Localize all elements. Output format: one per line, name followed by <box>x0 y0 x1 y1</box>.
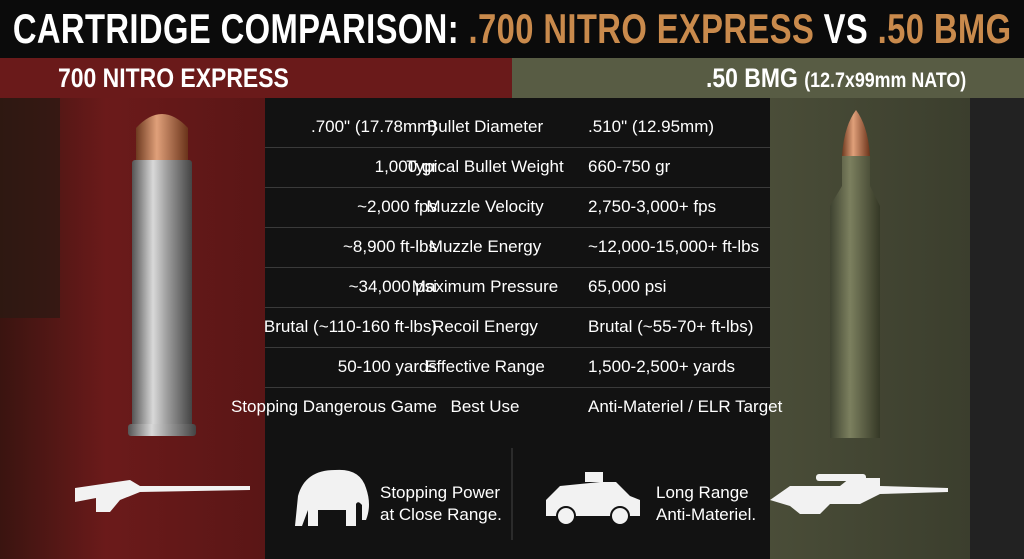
table-row: ~34,000 psi Maximum Pressure 65,000 psi <box>255 267 775 307</box>
left-value: .700" (17.78mm) <box>310 117 437 136</box>
right-value: Brutal (~55-70+ ft-lbs) <box>588 317 754 336</box>
right-value: .510" (12.95mm) <box>588 117 715 136</box>
attribute: Best Use <box>450 397 520 416</box>
attribute: Bullet Diameter <box>426 117 544 136</box>
caption-line: Anti-Materiel. <box>656 505 757 524</box>
left-value: 50-100 yards <box>337 357 437 376</box>
row-separator <box>265 347 770 348</box>
left-value: ~8,900 ft-lbs <box>342 237 437 256</box>
caption-line: Stopping Power <box>380 483 501 502</box>
attribute: Effective Range <box>425 357 545 376</box>
table-row: ~2,000 fps Muzzle Velocity 2,750-3,000+ fp… <box>255 187 775 227</box>
attribute: Recoil Energy <box>432 317 538 336</box>
table-row: ~8,900 ft-lbs Muzzle Energy ~12,000-15,000… <box>255 227 775 267</box>
row-separator <box>265 307 770 308</box>
row-separator <box>265 187 770 188</box>
left-header: 700 NITRO EXPRESS <box>58 58 498 98</box>
right-value: Anti-Materiel / ELR Target <box>588 397 783 416</box>
table-row: .700" (17.78mm) Bullet Diameter .510" (12.… <box>255 107 775 147</box>
title-lead: CARTRIDGE COMPARISON: <box>12 5 459 52</box>
left-value: 1,000 gr <box>374 157 437 176</box>
table-row: Stopping Dangerous Game Best Use Anti-Mate… <box>231 387 782 427</box>
right-value: ~12,000-15,000+ ft-lbs <box>588 237 760 256</box>
attribute: Muzzle Energy <box>428 237 542 256</box>
left-value: ~2,000 fps <box>357 197 437 216</box>
left-value: Stopping Dangerous Game <box>230 397 437 416</box>
right-caption: Long Range Anti-Materiel. <box>656 482 756 526</box>
title-right: .50 BMG <box>877 5 1012 52</box>
attribute: Maximum Pressure <box>411 277 559 296</box>
right-header: .50 BMG (12.7x99mm NATO) <box>706 58 1024 98</box>
row-separator <box>265 147 770 148</box>
row-separator <box>265 387 770 388</box>
right-value: 660-750 gr <box>588 157 671 176</box>
right-value: 2,750-3,000+ fps <box>588 197 717 216</box>
caption-line: at Close Range. <box>380 505 502 524</box>
left-header-name: 700 NITRO EXPRESS <box>58 62 289 93</box>
right-value: 65,000 psi <box>588 277 667 296</box>
left-caption: Stopping Power at Close Range. <box>380 482 502 526</box>
title-left: .700 NITRO EXPRESS <box>468 5 815 52</box>
row-separator <box>265 267 770 268</box>
right-header-name: .50 BMG <box>706 62 798 93</box>
left-value: ~34,000 psi <box>348 277 437 296</box>
right-header-note: (12.7x99mm NATO) <box>804 68 967 92</box>
table-row: 50-100 yards Effective Range 1,500-2,500+ … <box>255 347 775 387</box>
row-separator <box>265 227 770 228</box>
right-value: 1,500-2,500+ yards <box>588 357 735 376</box>
table-row: 1,000 gr Typical Bullet Weight 660-750 gr <box>255 147 775 187</box>
caption-line: Long Range <box>656 483 749 502</box>
title-vs: VS <box>823 5 869 52</box>
left-value: Brutal (~110-160 ft-lbs) <box>263 317 437 336</box>
title-bar: CARTRIDGE COMPARISON: .700 NITRO EXPRESS… <box>0 0 1024 58</box>
attribute: Typical Bullet Weight <box>406 157 564 176</box>
attribute: Muzzle Velocity <box>426 197 544 216</box>
table-row: Brutal (~110-160 ft-lbs) Recoil Energy Bru… <box>255 307 775 347</box>
